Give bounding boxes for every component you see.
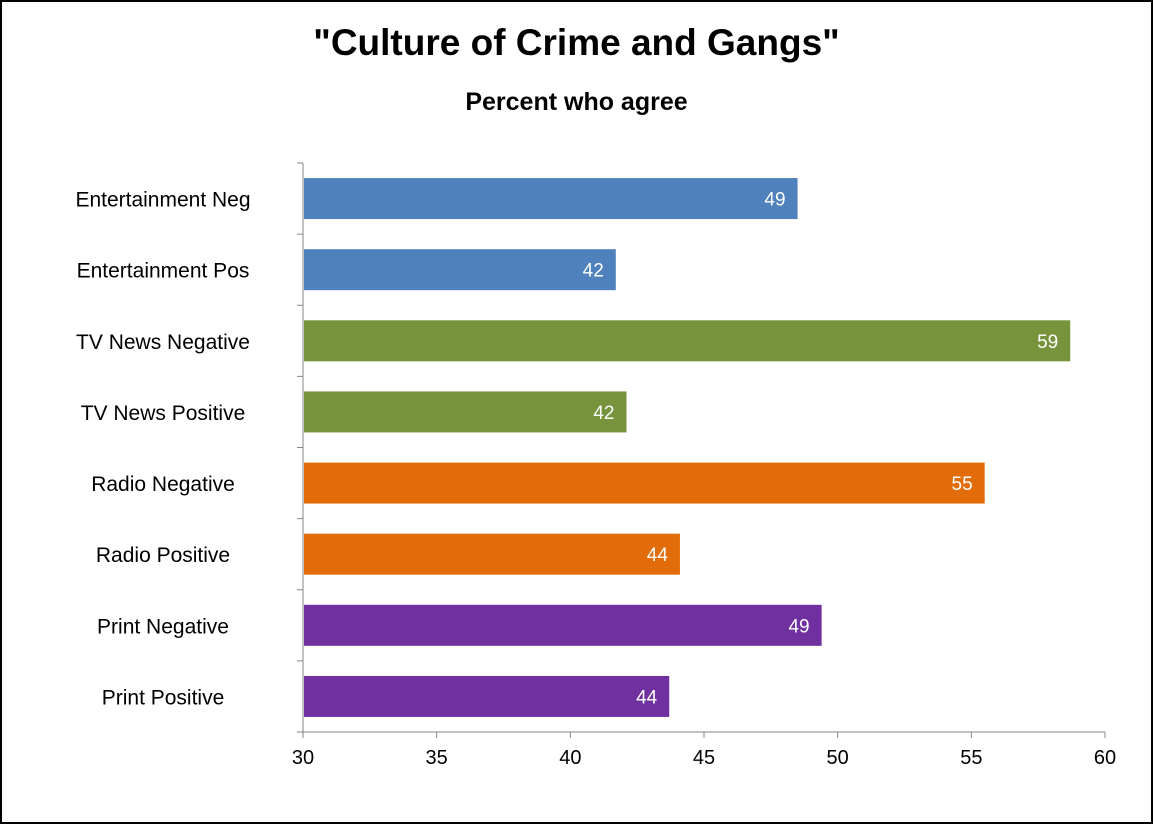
category-label: Radio Positive bbox=[96, 544, 230, 567]
category-label: TV News Negative bbox=[76, 331, 250, 354]
data-label: 44 bbox=[647, 545, 669, 566]
chart-title: "Culture of Crime and Gangs" bbox=[313, 22, 840, 63]
x-tick-label: 35 bbox=[426, 747, 448, 769]
x-tick-label: 60 bbox=[1094, 747, 1116, 769]
data-label: 49 bbox=[764, 190, 785, 211]
bar bbox=[304, 178, 798, 220]
data-label: 42 bbox=[583, 261, 604, 282]
x-tick-label: 40 bbox=[559, 747, 581, 769]
category-label: Print Negative bbox=[97, 615, 229, 638]
bar bbox=[304, 533, 680, 575]
x-tick-label: 55 bbox=[960, 747, 982, 769]
data-label: 59 bbox=[1037, 332, 1058, 353]
category-label: TV News Positive bbox=[81, 402, 246, 425]
bar bbox=[304, 604, 822, 646]
x-tick-label: 30 bbox=[292, 747, 314, 769]
data-label: 44 bbox=[636, 687, 658, 708]
category-label: Print Positive bbox=[102, 686, 225, 709]
bar bbox=[304, 249, 616, 291]
bar bbox=[304, 320, 1071, 362]
data-label: 42 bbox=[593, 403, 614, 424]
chart-subtitle: Percent who agree bbox=[465, 88, 688, 116]
x-tick-label: 50 bbox=[827, 747, 849, 769]
bar bbox=[304, 462, 985, 504]
data-label: 55 bbox=[952, 474, 973, 495]
data-label: 49 bbox=[788, 616, 809, 637]
bar bbox=[304, 675, 670, 717]
bar bbox=[304, 391, 627, 433]
category-label: Radio Negative bbox=[91, 473, 235, 496]
category-label: Entertainment Pos bbox=[77, 260, 250, 283]
category-label: Entertainment Neg bbox=[75, 189, 250, 212]
x-tick-label: 45 bbox=[693, 747, 715, 769]
